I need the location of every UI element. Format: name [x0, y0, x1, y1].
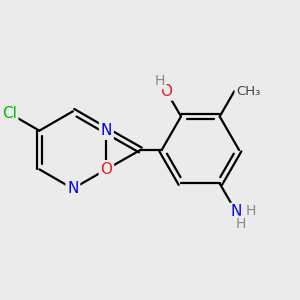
Text: CH₃: CH₃ [236, 85, 260, 98]
Text: H: H [236, 218, 246, 231]
Text: O: O [160, 84, 172, 99]
Text: N: N [101, 123, 112, 138]
Text: N: N [230, 205, 242, 220]
Text: H: H [154, 74, 165, 88]
Text: Cl: Cl [2, 106, 17, 121]
Text: N: N [67, 181, 79, 196]
Text: O: O [100, 162, 112, 177]
Text: H: H [246, 204, 256, 218]
